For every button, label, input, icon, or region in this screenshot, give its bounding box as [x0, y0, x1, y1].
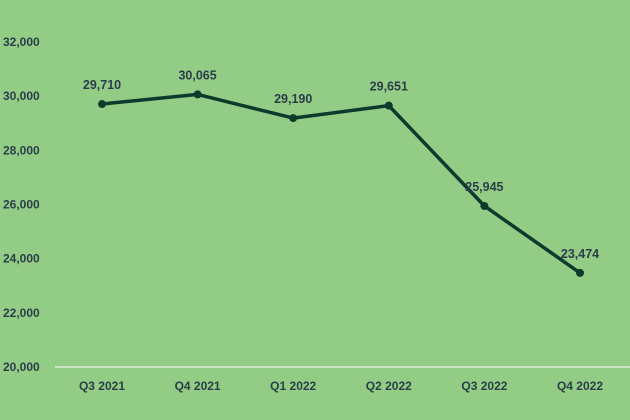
x-tick-label: Q4 2021	[175, 379, 221, 393]
x-tick-label: Q2 2022	[366, 379, 412, 393]
x-tick-label: Q3 2022	[461, 379, 507, 393]
y-tick-label: 26,000	[3, 198, 40, 212]
data-label: 30,065	[178, 68, 216, 82]
data-point	[193, 90, 202, 99]
y-tick-label: 22,000	[3, 306, 40, 320]
data-label: 23,474	[561, 247, 599, 261]
x-tick-label: Q3 2021	[79, 379, 125, 393]
data-point	[98, 100, 106, 109]
data-point	[289, 114, 298, 123]
y-tick-label: 32,000	[3, 35, 40, 49]
data-label: 25,945	[465, 180, 503, 194]
x-tick-label: Q1 2022	[270, 379, 316, 393]
series-line	[100, 92, 582, 275]
x-tick-label: Q4 2022	[557, 379, 603, 393]
y-tick-label: 24,000	[3, 252, 40, 266]
y-tick-label: 20,000	[3, 360, 40, 374]
data-point	[576, 268, 584, 277]
data-point	[384, 101, 393, 110]
y-tick-label: 30,000	[3, 89, 40, 103]
y-tick-label: 28,000	[3, 143, 40, 157]
data-label: 29,651	[370, 80, 408, 94]
data-label: 29,190	[274, 92, 312, 106]
data-point	[480, 201, 489, 210]
data-label: 29,710	[83, 78, 121, 92]
